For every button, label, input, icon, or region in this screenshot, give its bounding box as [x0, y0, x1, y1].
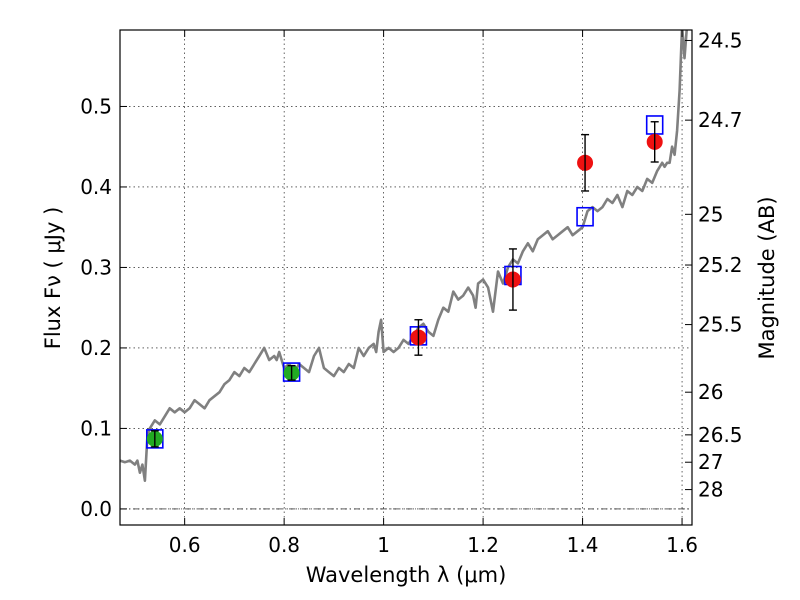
- y-tick-label: 0.2: [80, 336, 112, 360]
- y-axis-left: 0.0 0.1 0.2 0.3 0.4 0.5: [80, 94, 127, 521]
- model-photometry-square: [576, 206, 594, 227]
- x-tick-label: 1.6: [666, 533, 698, 557]
- x-axis: 0.6 0.8 1 1.2 1.4 1.6: [169, 30, 698, 557]
- y-tick-label: 0.5: [80, 94, 112, 118]
- plot-frame: [119, 29, 693, 526]
- y-tick-label: 0.0: [80, 497, 112, 521]
- mag-tick-label: 25: [698, 202, 723, 226]
- x-tick-label: 1: [377, 533, 390, 557]
- mag-tick-label: 24.5: [698, 28, 743, 52]
- mag-tick-label: 26: [698, 380, 723, 404]
- grid-lines: [120, 30, 692, 525]
- y-tick-label: 0.3: [80, 255, 112, 279]
- mag-tick-label: 26.5: [698, 423, 743, 447]
- x-tick-label: 0.6: [169, 533, 201, 557]
- mag-tick-label: 27: [698, 450, 723, 474]
- mag-tick-label: 25.5: [698, 313, 743, 337]
- x-axis-title: Wavelength λ (μm): [306, 563, 507, 587]
- plot-area: [120, 30, 688, 482]
- y-tick-label: 0.1: [80, 416, 112, 440]
- mag-tick-label: 25.2: [698, 253, 743, 277]
- y-tick-label: 0.4: [80, 175, 112, 199]
- x-tick-label: 1.4: [567, 533, 599, 557]
- y-axis-right-magnitude: 24.5 24.7 25 25.2 25.5 26 26.5 27 28: [685, 28, 743, 502]
- mag-tick-label: 24.7: [698, 108, 743, 132]
- model-photometry-square: [282, 362, 301, 382]
- mag-tick-label: 28: [698, 478, 723, 502]
- x-tick-label: 1.2: [467, 533, 499, 557]
- plot-content: [120, 30, 688, 482]
- x-tick-label: 0.8: [268, 533, 300, 557]
- model-spectrum-line: [120, 30, 688, 482]
- y-axis-title: Flux Fν ( μJy ): [41, 207, 65, 350]
- y2-axis-title: Magnitude (AB): [755, 196, 779, 359]
